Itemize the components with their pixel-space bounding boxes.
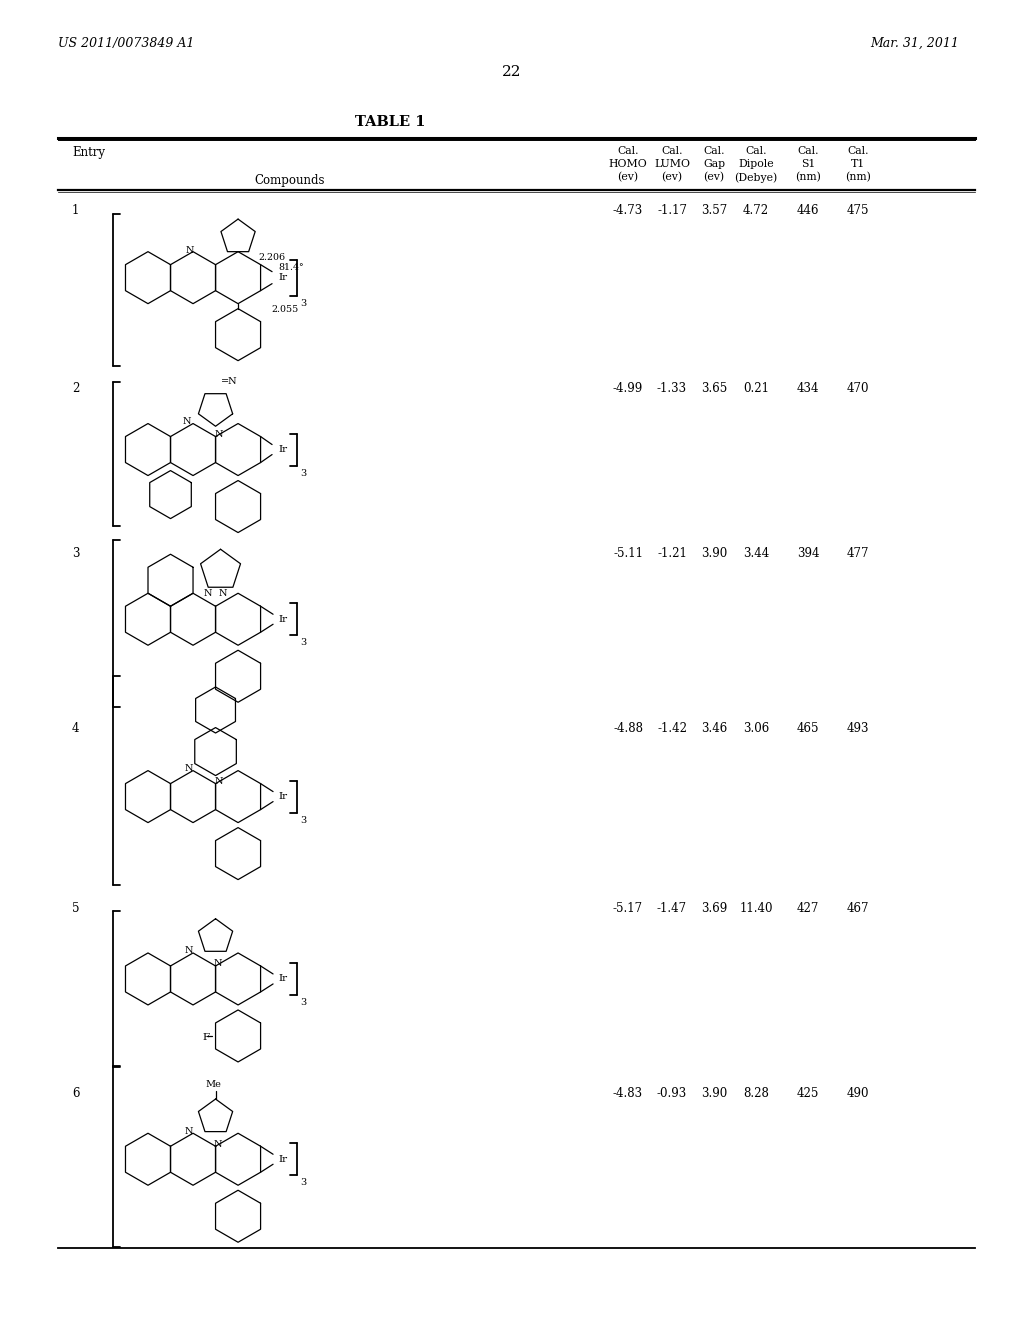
Text: 394: 394	[797, 546, 819, 560]
Text: Cal.: Cal.	[745, 147, 767, 156]
Text: 3: 3	[300, 298, 306, 308]
Text: (nm): (nm)	[795, 172, 821, 182]
Text: N: N	[184, 1127, 194, 1135]
Text: Compounds: Compounds	[255, 174, 326, 187]
Text: Ir: Ir	[279, 792, 287, 801]
Text: 22: 22	[502, 65, 522, 79]
Text: (ev): (ev)	[617, 172, 639, 182]
Text: 3.57: 3.57	[700, 205, 727, 216]
Text: -1.17: -1.17	[657, 205, 687, 216]
Text: Ir: Ir	[279, 273, 287, 282]
Text: Ir: Ir	[279, 445, 287, 454]
Text: TABLE 1: TABLE 1	[354, 115, 425, 129]
Text: 477: 477	[847, 546, 869, 560]
Text: S1: S1	[801, 158, 815, 169]
Text: -5.17: -5.17	[613, 902, 643, 915]
Text: 2: 2	[72, 381, 80, 395]
Text: N: N	[184, 946, 194, 956]
Text: -1.21: -1.21	[657, 546, 687, 560]
Text: Cal.: Cal.	[617, 147, 639, 156]
Text: 427: 427	[797, 902, 819, 915]
Text: N: N	[182, 417, 191, 426]
Text: N: N	[214, 430, 223, 440]
Text: 425: 425	[797, 1086, 819, 1100]
Text: US 2011/0073849 A1: US 2011/0073849 A1	[58, 37, 195, 50]
Text: 3: 3	[72, 546, 80, 560]
Text: Cal.: Cal.	[798, 147, 819, 156]
Text: -1.33: -1.33	[657, 381, 687, 395]
Text: Cal.: Cal.	[703, 147, 725, 156]
Text: 3.90: 3.90	[700, 1086, 727, 1100]
Text: -1.47: -1.47	[657, 902, 687, 915]
Text: N: N	[204, 589, 212, 598]
Text: (nm): (nm)	[845, 172, 871, 182]
Text: 3.06: 3.06	[742, 722, 769, 735]
Text: HOMO: HOMO	[608, 158, 647, 169]
Text: -4.88: -4.88	[613, 722, 643, 735]
Text: 81.4°: 81.4°	[279, 263, 304, 272]
Text: 465: 465	[797, 722, 819, 735]
Text: 1: 1	[72, 205, 80, 216]
Text: LUMO: LUMO	[654, 158, 690, 169]
Text: Ir: Ir	[279, 615, 287, 624]
Text: Cal.: Cal.	[662, 147, 683, 156]
Text: Cal.: Cal.	[847, 147, 868, 156]
Text: Ir: Ir	[279, 974, 287, 983]
Text: 0.21: 0.21	[743, 381, 769, 395]
Text: (ev): (ev)	[662, 172, 683, 182]
Text: 2.206: 2.206	[258, 253, 286, 263]
Text: 3: 3	[300, 639, 306, 647]
Text: 467: 467	[847, 902, 869, 915]
Text: -5.11: -5.11	[613, 546, 643, 560]
Text: 3: 3	[300, 1179, 306, 1187]
Text: 475: 475	[847, 205, 869, 216]
Text: 3.65: 3.65	[700, 381, 727, 395]
Text: F: F	[203, 1034, 210, 1043]
Text: 2.055: 2.055	[271, 305, 298, 314]
Text: (Debye): (Debye)	[734, 172, 777, 182]
Text: =N: =N	[220, 378, 238, 387]
Text: 11.40: 11.40	[739, 902, 773, 915]
Text: 4: 4	[72, 722, 80, 735]
Text: 3: 3	[300, 998, 306, 1007]
Text: 3.90: 3.90	[700, 546, 727, 560]
Text: Dipole: Dipole	[738, 158, 774, 169]
Text: N: N	[214, 777, 223, 787]
Text: 3.44: 3.44	[742, 546, 769, 560]
Text: -4.99: -4.99	[613, 381, 643, 395]
Text: 3.46: 3.46	[700, 722, 727, 735]
Text: Entry: Entry	[72, 147, 105, 158]
Text: 3: 3	[300, 469, 306, 478]
Text: 5: 5	[72, 902, 80, 915]
Text: 4.72: 4.72	[743, 205, 769, 216]
Text: 434: 434	[797, 381, 819, 395]
Text: Gap: Gap	[702, 158, 725, 169]
Text: -0.93: -0.93	[656, 1086, 687, 1100]
Text: Ir: Ir	[279, 1155, 287, 1164]
Text: -4.83: -4.83	[613, 1086, 643, 1100]
Text: 490: 490	[847, 1086, 869, 1100]
Text: N: N	[213, 960, 222, 969]
Text: N: N	[219, 589, 227, 598]
Text: Me: Me	[206, 1080, 221, 1089]
Text: 8.28: 8.28	[743, 1086, 769, 1100]
Text: 446: 446	[797, 205, 819, 216]
Text: T1: T1	[851, 158, 865, 169]
Text: N: N	[185, 246, 195, 255]
Text: 6: 6	[72, 1086, 80, 1100]
Text: -1.42: -1.42	[657, 722, 687, 735]
Text: 470: 470	[847, 381, 869, 395]
Text: -4.73: -4.73	[613, 205, 643, 216]
Text: Mar. 31, 2011: Mar. 31, 2011	[870, 37, 958, 50]
Text: (ev): (ev)	[703, 172, 725, 182]
Text: N: N	[184, 764, 194, 774]
Text: 493: 493	[847, 722, 869, 735]
Text: 3.69: 3.69	[700, 902, 727, 915]
Text: N: N	[213, 1139, 222, 1148]
Text: 3: 3	[300, 816, 306, 825]
